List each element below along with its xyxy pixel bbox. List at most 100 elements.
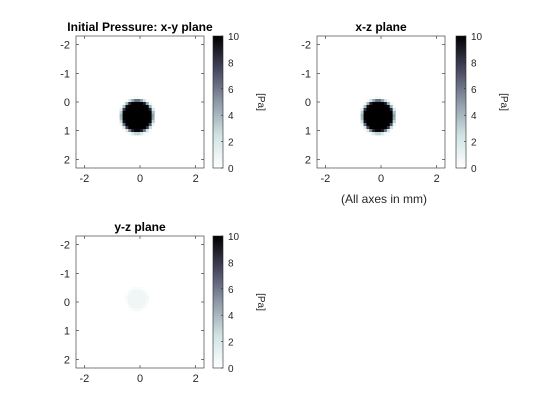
heatmap-cell bbox=[119, 123, 123, 127]
colorbar-tick-label: 4 bbox=[228, 111, 234, 122]
heatmap-cell bbox=[140, 305, 144, 309]
heatmap-cell bbox=[142, 293, 147, 297]
y-tick-label: 2 bbox=[64, 354, 70, 366]
colorbar-tick-label: 0 bbox=[228, 364, 234, 375]
heatmap-cell bbox=[142, 305, 147, 309]
heatmap-cell bbox=[137, 299, 141, 303]
heatmap-cell bbox=[140, 129, 144, 133]
heatmap-cell bbox=[389, 120, 393, 124]
heatmap-cell bbox=[375, 114, 379, 118]
heatmap-cell bbox=[134, 293, 138, 297]
x-tick-label: 2 bbox=[434, 173, 440, 185]
heatmap-cell bbox=[386, 105, 391, 109]
colorbar-unit-label: [Pa] bbox=[255, 293, 266, 311]
y-tick-label: -2 bbox=[60, 240, 70, 252]
heatmap-cell bbox=[119, 114, 123, 118]
heatmap-cell bbox=[375, 105, 379, 109]
heatmap-cell bbox=[378, 108, 382, 112]
heatmap-cell bbox=[142, 296, 147, 300]
heatmap-cell bbox=[128, 290, 132, 294]
heatmap-cell bbox=[369, 132, 373, 136]
x-tick-label: 0 bbox=[137, 373, 143, 385]
heatmap-cell bbox=[137, 129, 141, 133]
heatmap-cell bbox=[378, 114, 382, 118]
heatmap-cell bbox=[389, 108, 393, 112]
colorbar-tick-label: 8 bbox=[228, 58, 234, 69]
heatmap-cell bbox=[366, 123, 370, 127]
heatmap-cell bbox=[389, 102, 393, 106]
heatmap-cell bbox=[134, 108, 138, 112]
heatmap-cell bbox=[372, 129, 376, 133]
heatmap-cell bbox=[145, 108, 150, 112]
heatmap-cell bbox=[383, 117, 388, 121]
y-tick-label: 2 bbox=[64, 154, 70, 166]
heatmap-cell bbox=[381, 105, 385, 109]
heatmap-cell bbox=[389, 123, 393, 127]
heatmap-cell bbox=[142, 117, 147, 121]
heatmap-cell bbox=[137, 96, 141, 100]
heatmap-cell bbox=[372, 102, 376, 106]
heatmap-cell bbox=[145, 293, 150, 297]
heatmap-cell bbox=[125, 293, 129, 297]
heatmap-cell bbox=[366, 105, 370, 109]
heatmap-cell bbox=[151, 123, 155, 127]
heatmap-cell bbox=[360, 105, 364, 109]
y-tick-label: 0 bbox=[305, 97, 311, 109]
heatmap-cell bbox=[375, 99, 379, 103]
heatmap-cell bbox=[375, 102, 379, 106]
heatmap-cell bbox=[134, 120, 138, 124]
plot-title: x-z plane bbox=[355, 20, 407, 34]
heatmap-cell bbox=[363, 114, 367, 118]
colorbar-unit-label: [Pa] bbox=[255, 93, 266, 111]
heatmap-cell bbox=[363, 102, 367, 106]
heatmap-cell bbox=[381, 99, 385, 103]
heatmap-cell bbox=[363, 105, 367, 109]
y-tick-label: -2 bbox=[301, 40, 311, 52]
heatmap-cell bbox=[131, 123, 135, 127]
heatmap-cell bbox=[122, 114, 126, 118]
heatmap-cell bbox=[386, 126, 391, 130]
heatmap-cell bbox=[134, 96, 138, 100]
heatmap-cell bbox=[145, 126, 150, 130]
heatmap-cell bbox=[131, 290, 135, 294]
heatmap-cell bbox=[131, 120, 135, 124]
heatmap-cell bbox=[122, 126, 126, 130]
plot-2: -2 0 2 -2 -1 0 1 2 x-z plane 0 2 4 6 8 10 [Pa] bbox=[301, 20, 509, 185]
heatmap-cell bbox=[151, 114, 155, 118]
colorbar-unit-label: [Pa] bbox=[498, 93, 509, 111]
heatmap-cell bbox=[131, 108, 135, 112]
colorbar-tick-label: 4 bbox=[228, 311, 234, 322]
heatmap-cell bbox=[383, 99, 388, 103]
plot-title: Initial Pressure: x-y plane bbox=[67, 20, 213, 34]
heatmap-cell bbox=[360, 114, 364, 118]
heatmap-cell bbox=[122, 102, 126, 106]
heatmap-cell bbox=[148, 114, 152, 118]
colorbar-tick-label: 0 bbox=[228, 164, 234, 175]
heatmap-cell bbox=[381, 126, 385, 130]
colorbar-tick-label: 0 bbox=[471, 164, 477, 175]
heatmap-cell bbox=[140, 293, 144, 297]
heatmap-cell bbox=[134, 132, 138, 136]
heatmap-cell bbox=[392, 111, 396, 115]
heatmap-cell bbox=[378, 102, 382, 106]
heatmap-cell bbox=[375, 129, 379, 133]
heatmap-cell bbox=[360, 120, 364, 124]
heatmap-cell bbox=[131, 114, 135, 118]
heatmap-cell bbox=[128, 302, 132, 306]
heatmap-cell bbox=[148, 111, 152, 115]
heatmap-cell bbox=[131, 111, 135, 115]
heatmap-cell bbox=[386, 120, 391, 124]
heatmap-cell bbox=[381, 102, 385, 106]
heatmap-cell bbox=[140, 117, 144, 121]
heatmap-cell bbox=[375, 96, 379, 100]
x-tick-label: 0 bbox=[378, 173, 384, 185]
heatmap-cell bbox=[383, 132, 388, 136]
heatmap-cell bbox=[137, 308, 141, 312]
heatmap-cell bbox=[363, 126, 367, 130]
heatmap-cell bbox=[389, 126, 393, 130]
heatmap-cell bbox=[128, 111, 132, 115]
plot-3: -2 0 2 -2 -1 0 1 2 y-z plane 0 2 4 6 8 10 [Pa] bbox=[60, 220, 266, 385]
heatmap-cell bbox=[128, 293, 132, 297]
